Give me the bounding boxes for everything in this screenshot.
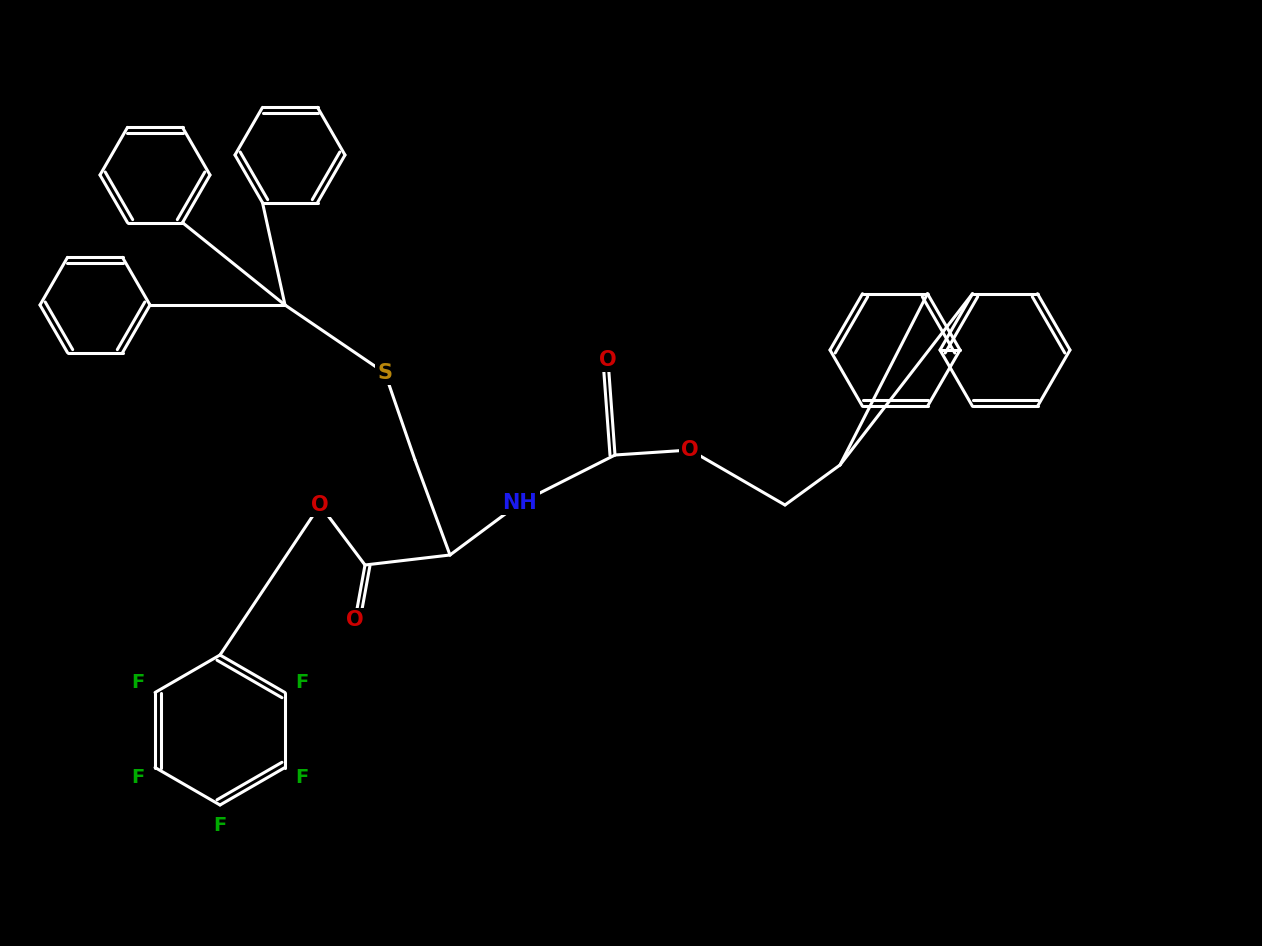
Text: F: F: [131, 768, 144, 787]
Text: O: O: [312, 495, 329, 515]
Text: O: O: [599, 350, 617, 370]
Text: O: O: [681, 440, 699, 460]
Text: F: F: [295, 768, 309, 787]
Text: F: F: [213, 815, 227, 834]
Text: NH: NH: [502, 493, 538, 513]
Text: F: F: [295, 673, 309, 692]
Text: O: O: [346, 610, 363, 630]
Text: F: F: [131, 673, 144, 692]
Text: S: S: [377, 363, 392, 383]
